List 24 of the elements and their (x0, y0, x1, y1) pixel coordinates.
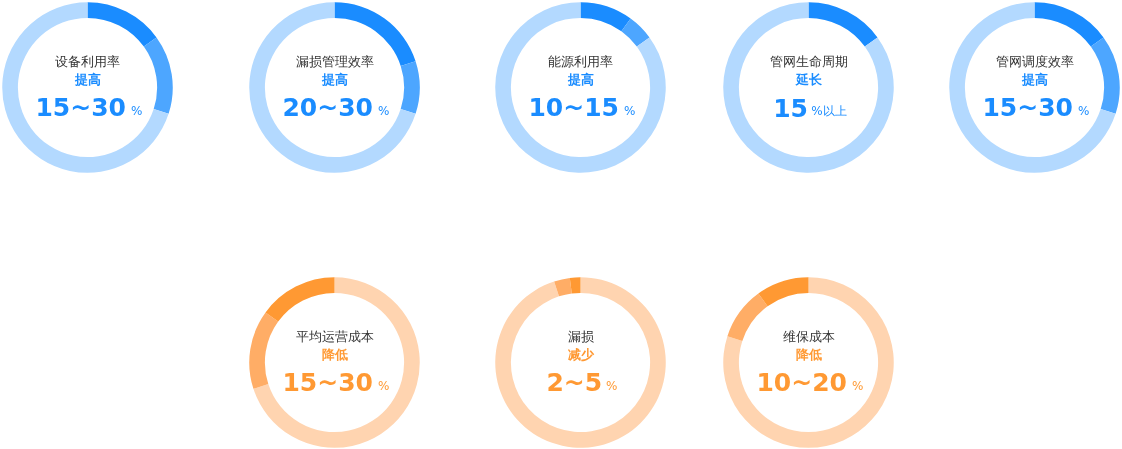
text: 漏损 (567, 328, 594, 344)
text: 提高 (320, 72, 348, 88)
text: 2~5% (546, 368, 618, 398)
text: 延长 (794, 72, 823, 88)
text: 提高 (566, 72, 594, 88)
text: 20~30% (282, 93, 390, 123)
text: 15~30% (982, 93, 1090, 123)
text: 15~30% (282, 368, 390, 398)
text: 提高 (1020, 72, 1048, 88)
text: 管网生命周期 (769, 53, 848, 69)
text: 10~15% (528, 93, 636, 123)
text: 管网调度效率 (995, 53, 1074, 69)
text: 减少 (567, 347, 595, 363)
text: 降低 (795, 347, 822, 363)
text: 提高 (73, 72, 101, 88)
text: 降低 (321, 347, 348, 363)
text: 10~20% (756, 368, 864, 398)
text: 维保成本 (782, 328, 835, 344)
text: 15%以上 (773, 93, 847, 123)
text: 15~30% (35, 93, 143, 123)
text: 漏损管理效率 (295, 53, 374, 69)
text: 能源利用率 (548, 53, 613, 69)
text: 设备利用率 (55, 53, 120, 69)
text: 平均运营成本 (295, 328, 374, 344)
